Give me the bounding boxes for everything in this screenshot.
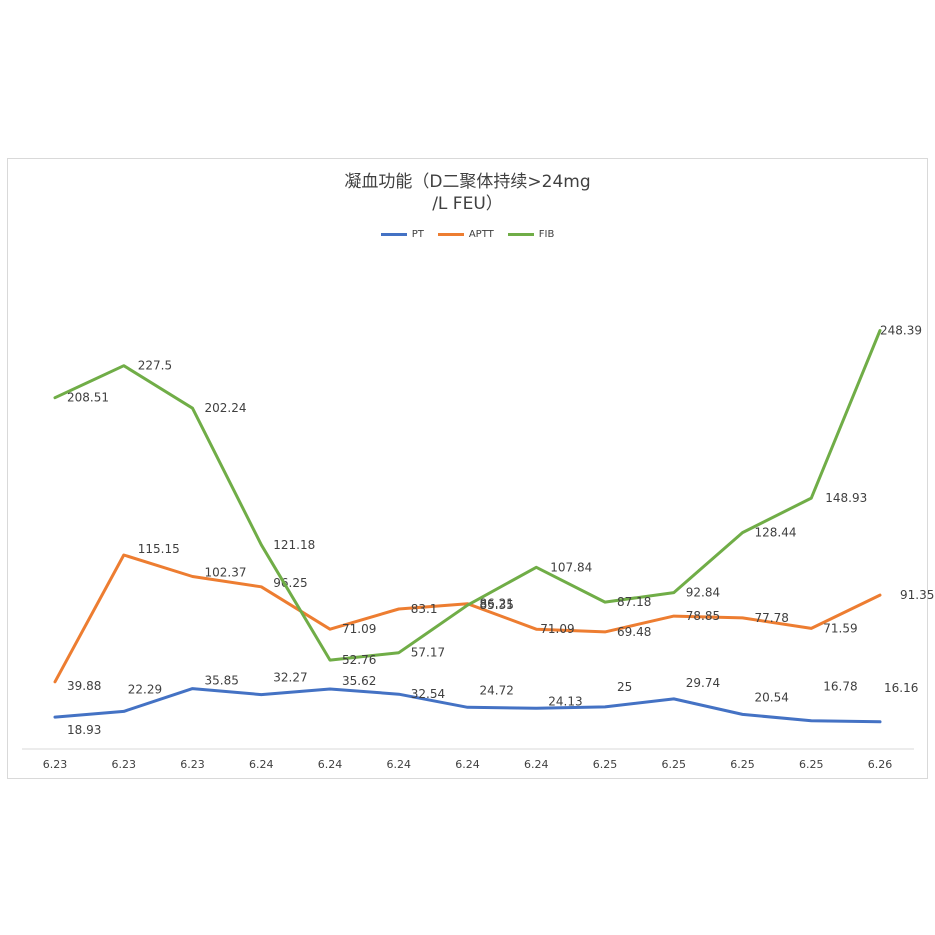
x-tick-label: 6.23 xyxy=(43,758,68,771)
chart-legend: PT APTT FIB xyxy=(0,229,935,240)
data-label-fib: 208.51 xyxy=(67,391,109,405)
x-tick-label: 6.25 xyxy=(799,758,824,771)
x-tick-label: 6.24 xyxy=(318,758,343,771)
data-label-fib: 107.84 xyxy=(550,560,592,574)
legend-item-pt: PT xyxy=(380,229,424,240)
data-label-aptt: 69.48 xyxy=(617,625,651,639)
legend-label-pt: PT xyxy=(411,229,424,240)
data-label-aptt: 78.85 xyxy=(686,609,720,623)
data-label-aptt: 71.09 xyxy=(540,622,574,636)
data-label-pt: 16.16 xyxy=(884,681,918,695)
data-label-aptt: 115.15 xyxy=(138,542,180,556)
data-label-aptt: 83.1 xyxy=(411,602,438,616)
data-label-pt: 24.13 xyxy=(548,694,582,708)
x-tick-label: 6.24 xyxy=(249,758,274,771)
legend-label-fib: FIB xyxy=(538,229,555,240)
data-label-aptt: 39.88 xyxy=(67,679,101,693)
data-label-fib: 87.18 xyxy=(617,595,651,609)
data-label-fib: 85.35 xyxy=(480,598,514,612)
legend-swatch-pt xyxy=(380,233,407,236)
data-label-pt: 22.29 xyxy=(128,682,162,696)
data-label-pt: 32.27 xyxy=(273,671,307,685)
data-label-aptt: 96.25 xyxy=(273,576,307,590)
data-label-pt: 24.72 xyxy=(480,683,514,697)
x-tick-label: 6.23 xyxy=(112,758,137,771)
legend-item-fib: FIB xyxy=(507,229,555,240)
data-label-pt: 32.54 xyxy=(411,687,445,701)
x-tick-label: 6.25 xyxy=(730,758,755,771)
data-label-pt: 29.74 xyxy=(686,676,720,690)
legend-item-aptt: APTT xyxy=(437,229,494,240)
data-label-fib: 52.76 xyxy=(342,653,376,667)
data-label-aptt: 71.59 xyxy=(823,621,857,635)
chart-title-line1: 凝血功能（D二聚体持续>24mg xyxy=(344,172,591,192)
data-label-aptt: 102.37 xyxy=(205,566,247,580)
chart-frame xyxy=(7,158,928,779)
data-label-fib: 92.84 xyxy=(686,586,720,600)
x-tick-label: 6.24 xyxy=(524,758,549,771)
x-tick-label: 6.23 xyxy=(180,758,205,771)
data-label-fib: 148.93 xyxy=(825,491,867,505)
data-label-aptt: 91.35 xyxy=(900,588,934,602)
chart-title: 凝血功能（D二聚体持续>24mg /L FEU） xyxy=(0,171,935,215)
chart-title-line2: /L FEU） xyxy=(432,194,503,214)
x-tick-label: 6.24 xyxy=(455,758,480,771)
x-tick-label: 6.24 xyxy=(387,758,412,771)
data-label-pt: 35.62 xyxy=(342,674,376,688)
x-tick-label: 6.25 xyxy=(662,758,687,771)
data-label-fib: 121.18 xyxy=(273,538,315,552)
data-label-fib: 128.44 xyxy=(755,526,797,540)
x-tick-label: 6.25 xyxy=(593,758,618,771)
data-label-aptt: 86.21 xyxy=(480,597,514,611)
data-label-fib: 57.17 xyxy=(411,646,445,660)
x-tick-label: 6.26 xyxy=(868,758,893,771)
data-label-fib: 202.24 xyxy=(205,401,247,415)
legend-label-aptt: APTT xyxy=(468,229,494,240)
legend-swatch-aptt xyxy=(437,233,464,236)
data-label-pt: 20.54 xyxy=(755,690,789,704)
data-label-fib: 227.5 xyxy=(138,359,172,373)
data-label-pt: 16.78 xyxy=(823,680,857,694)
data-label-fib: 248.39 xyxy=(880,323,922,337)
legend-swatch-fib xyxy=(507,233,534,236)
data-label-aptt: 77.78 xyxy=(755,611,789,625)
data-label-pt: 18.93 xyxy=(67,723,101,737)
data-label-aptt: 71.09 xyxy=(342,622,376,636)
data-label-pt: 35.85 xyxy=(205,674,239,688)
data-label-pt: 25 xyxy=(617,680,632,694)
